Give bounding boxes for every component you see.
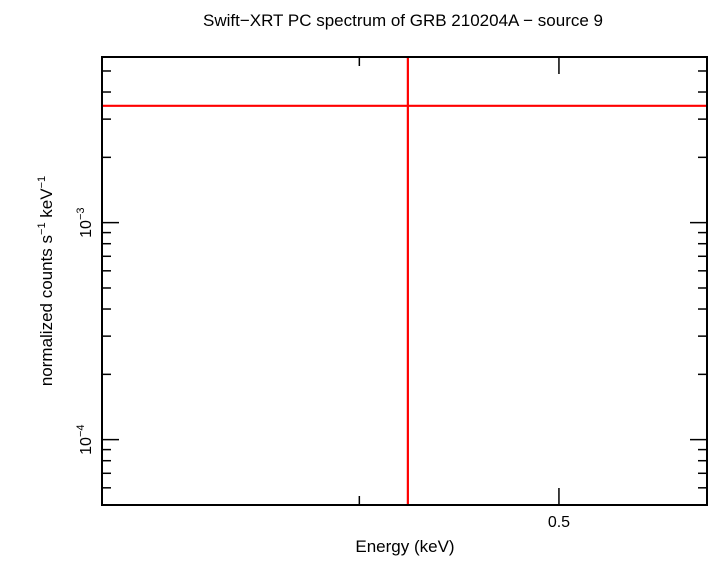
y-axis-label-sup2: −1: [36, 176, 48, 189]
x-axis-label: Energy (keV): [355, 537, 454, 556]
x-tick-labels: 0.5: [548, 514, 570, 531]
chart-title: Swift−XRT PC spectrum of GRB 210204A − s…: [203, 11, 603, 30]
plot-frame: [101, 56, 708, 506]
y-axis-label-middle: keV: [37, 188, 56, 223]
x-tick-label: 0.5: [548, 514, 570, 531]
data-layer: [102, 57, 707, 505]
y-tick-labels: 10−4 10−3: [75, 207, 95, 454]
y-tick-label: 10−4: [75, 425, 95, 455]
y-axis-label-sup1: −1: [36, 222, 48, 235]
y-axis-label-prefix: normalized counts s: [37, 235, 56, 386]
axis-ticks: [101, 57, 707, 506]
y-axis-label: normalized counts s−1 keV−1: [36, 176, 56, 386]
y-tick-label: 10−3: [75, 207, 95, 237]
